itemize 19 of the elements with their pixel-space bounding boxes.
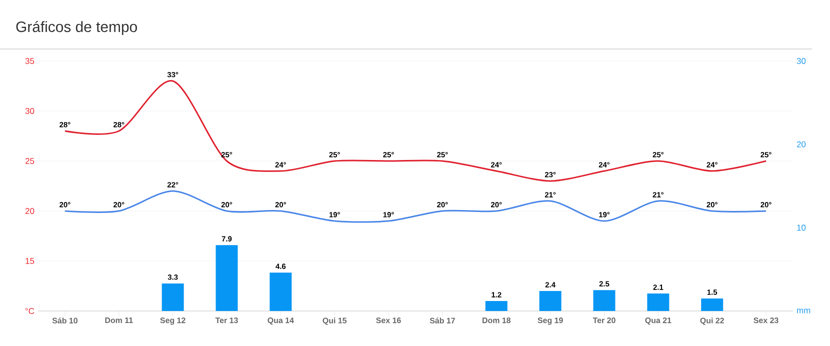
y2-tick-label: 30 — [796, 58, 806, 64]
bar — [539, 291, 562, 311]
bar — [485, 301, 508, 311]
y-tick-label: 25 — [25, 158, 34, 164]
bar — [593, 290, 616, 311]
y-tick-label: 15 — [26, 258, 34, 264]
chart-title: Gráficos de tempo — [16, 20, 137, 36]
y2-tick-label: 10 — [797, 224, 806, 231]
y2-tick-label: mm — [797, 308, 810, 314]
y-tick-label: 30 — [25, 108, 34, 114]
bar — [216, 245, 238, 311]
y-tick-label: °C — [25, 308, 34, 314]
y2-tick-label: 20 — [796, 141, 806, 148]
bar — [162, 284, 184, 311]
bar — [270, 272, 292, 311]
bar — [647, 294, 670, 311]
y-tick-label: 20 — [25, 208, 34, 214]
bar — [701, 298, 724, 311]
y-tick-label: 35 — [25, 58, 34, 64]
